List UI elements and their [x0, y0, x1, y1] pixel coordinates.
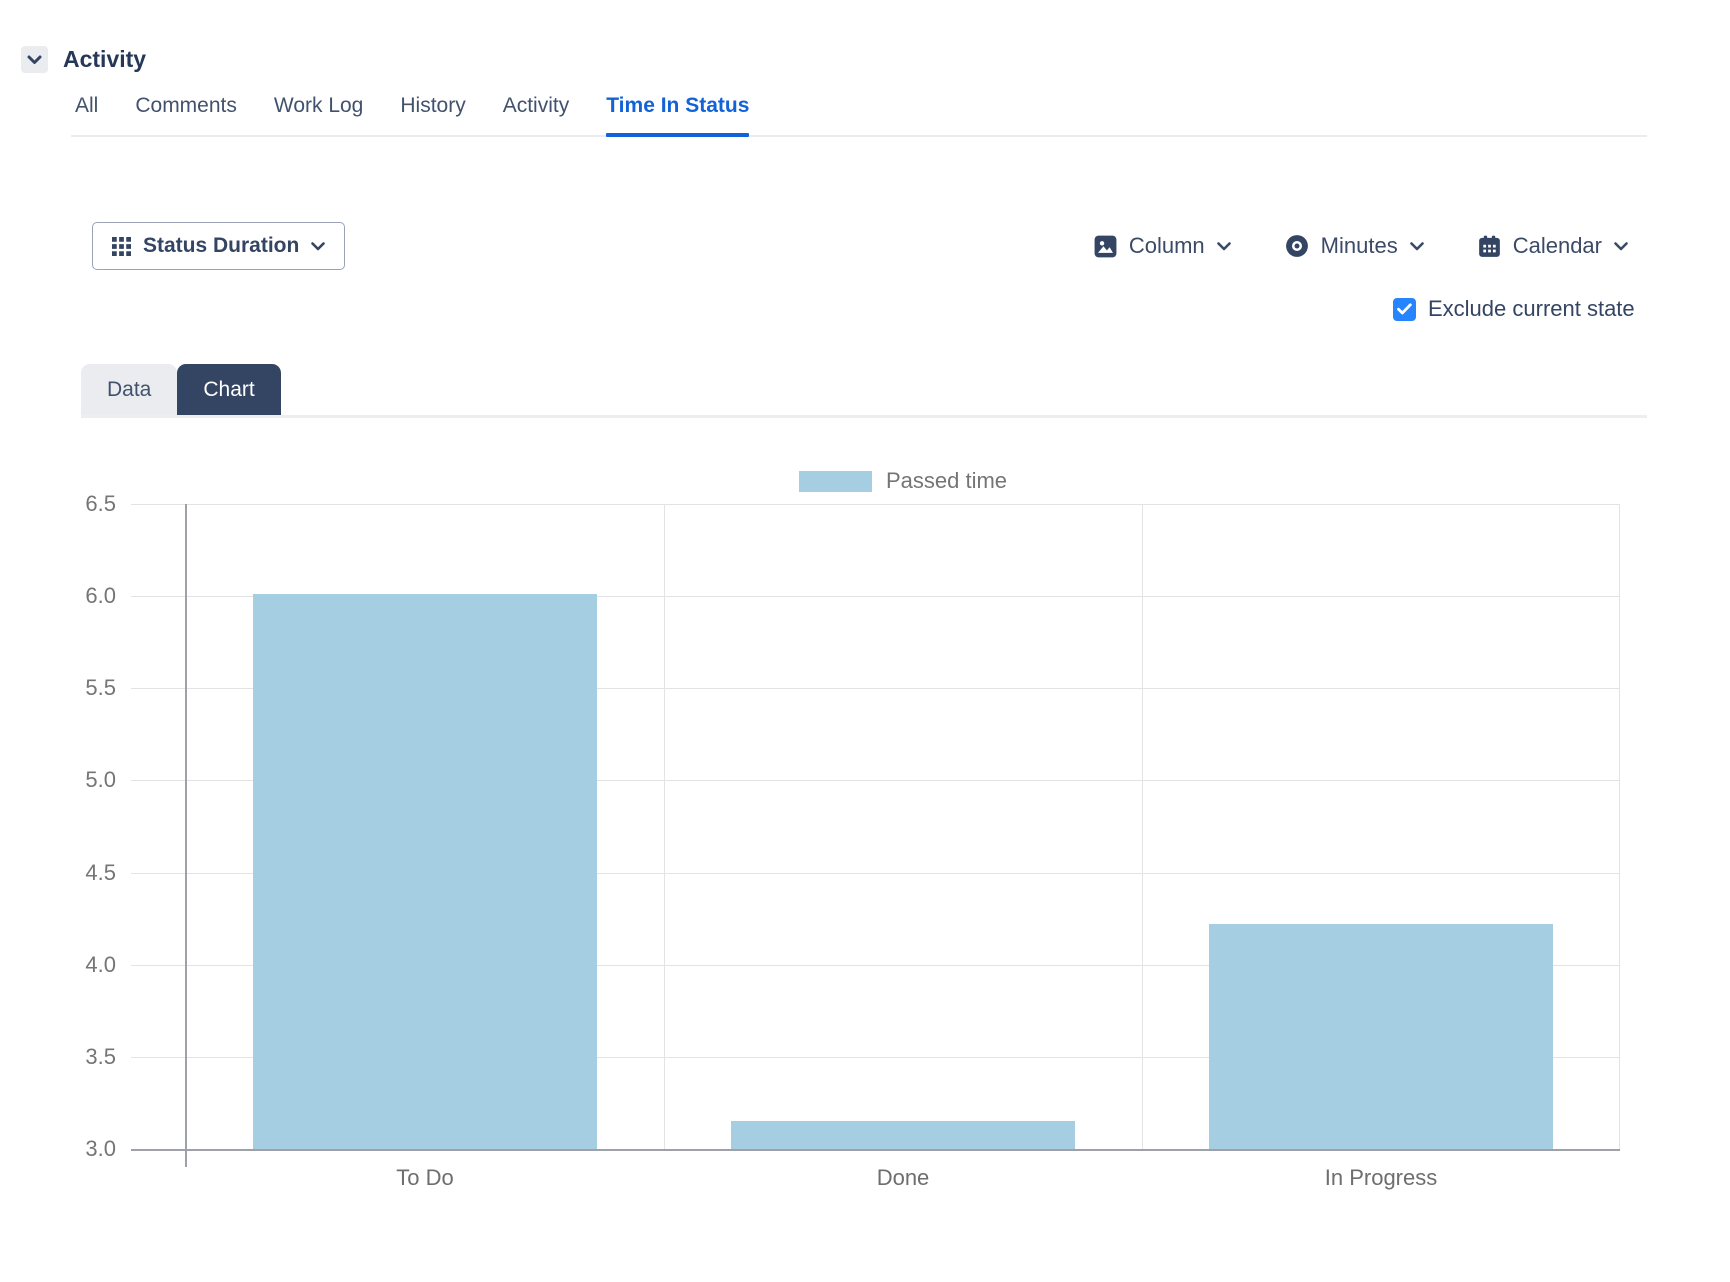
gridline	[131, 1056, 1620, 1058]
tab-data[interactable]: Data	[81, 364, 178, 415]
x-axis-label-to-do: To Do	[396, 1165, 454, 1190]
bar-done[interactable]	[730, 1121, 1076, 1149]
report-type-label: Status Duration	[143, 234, 300, 257]
page-title: Activity	[63, 46, 147, 72]
grid-icon	[112, 236, 131, 256]
y-tick-label: 4.5	[85, 859, 116, 885]
activity-header: Activity	[21, 46, 146, 73]
chevron-down-icon	[1216, 241, 1231, 251]
bar-to-do[interactable]	[252, 594, 598, 1149]
toolbar: Status Duration Column	[92, 222, 1628, 270]
collapse-activity-button[interactable]	[21, 46, 48, 73]
x-axis-line	[131, 1149, 1620, 1151]
y-axis-line	[185, 504, 187, 1167]
exclude-current-state-label[interactable]: Exclude current state	[1428, 296, 1635, 321]
chart-type-label: Column	[1128, 233, 1205, 258]
tab-work-log[interactable]: Work Log	[273, 94, 364, 117]
plot-right-edge	[1619, 504, 1620, 1149]
chart-type-dropdown[interactable]: Column	[1094, 233, 1231, 259]
y-tick-label: 6.0	[85, 583, 116, 609]
time-unit-label: Minutes	[1320, 233, 1398, 258]
gridline	[131, 780, 1620, 782]
y-tick-label: 5.0	[85, 767, 116, 793]
gridline	[131, 872, 1620, 874]
tab-time-in-status[interactable]: Time In Status	[606, 94, 750, 137]
category-separator	[664, 504, 665, 1149]
plot-area: 6.5 6.0 5.5 5.0 4.5 4.0 3.5 3.0 To Do Done In Prog…	[85, 491, 1620, 1190]
activity-tab-bar: All Comments Work Log History Activity T…	[71, 94, 1647, 137]
gridline	[131, 504, 1620, 505]
report-type-dropdown[interactable]: Status Duration	[92, 222, 346, 270]
eye-icon	[1285, 234, 1309, 258]
tab-comments[interactable]: Comments	[135, 94, 237, 117]
tab-all[interactable]: All	[75, 94, 99, 117]
y-tick-label: 5.5	[85, 675, 116, 701]
tab-activity[interactable]: Activity	[502, 94, 570, 117]
category-separator	[1142, 504, 1143, 1149]
tab-history[interactable]: History	[400, 94, 466, 117]
y-tick-label: 4.0	[85, 951, 116, 977]
chevron-down-icon	[1409, 241, 1424, 251]
view-tab-bar: Data Chart	[81, 364, 1647, 418]
gridline	[131, 688, 1620, 690]
y-tick-label: 6.5	[85, 491, 116, 516]
x-axis-label-done: Done	[876, 1165, 930, 1190]
toolbar-right: Column Minutes	[1094, 233, 1628, 259]
bar-in-progress[interactable]	[1208, 924, 1554, 1149]
y-tick-label: 3.0	[85, 1136, 116, 1161]
gridline	[131, 964, 1620, 966]
gridline	[131, 596, 1620, 598]
check-icon	[1397, 303, 1412, 315]
legend-swatch-passed-time	[798, 470, 872, 492]
y-tick-label: 3.5	[85, 1043, 116, 1069]
calendar-icon	[1478, 235, 1501, 258]
tab-chart[interactable]: Chart	[177, 364, 281, 415]
x-axis-label-in-progress: In Progress	[1324, 1165, 1438, 1190]
exclude-current-state-row: Exclude current state	[1393, 296, 1635, 322]
legend-label-passed-time: Passed time	[885, 468, 1008, 493]
status-duration-chart: Passed time 6.5 6.0 5.5 5.0 4.5 4.0 3.5 3.0 To D…	[85, 468, 1620, 1190]
chevron-down-icon	[1614, 241, 1628, 251]
chevron-down-icon	[27, 55, 42, 65]
image-icon	[1094, 235, 1117, 258]
calendar-dropdown[interactable]: Calendar	[1478, 233, 1628, 259]
chart-legend: Passed time	[186, 468, 1620, 493]
calendar-label: Calendar	[1512, 233, 1602, 258]
time-unit-dropdown[interactable]: Minutes	[1285, 233, 1424, 259]
chevron-down-icon	[311, 241, 326, 251]
exclude-current-state-checkbox[interactable]	[1393, 297, 1416, 321]
